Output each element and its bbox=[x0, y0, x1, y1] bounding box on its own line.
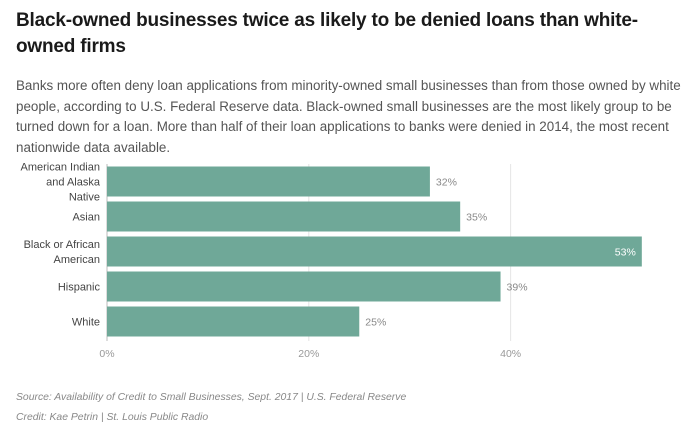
value-label: 39% bbox=[507, 282, 528, 294]
bar-layer bbox=[107, 166, 642, 337]
chart-subtitle: Banks more often deny loan applications … bbox=[16, 78, 681, 155]
category-label: Asian bbox=[72, 212, 100, 224]
tick-layer: 0% 20% 40% bbox=[99, 348, 521, 360]
source-note: Source: Availability of Credit to Small … bbox=[16, 392, 407, 403]
chart-title: Black-owned businesses twice as likely t… bbox=[16, 10, 638, 57]
bar bbox=[107, 306, 360, 337]
x-tick-label: 40% bbox=[500, 348, 521, 360]
bar bbox=[107, 236, 642, 267]
value-label: 32% bbox=[436, 177, 457, 189]
category-label: and Alaska bbox=[46, 177, 101, 189]
category-label: White bbox=[72, 317, 100, 329]
value-label: 53% bbox=[615, 247, 636, 259]
category-label: Black or African bbox=[24, 239, 100, 251]
credit-note: Credit: Kae Petrin | St. Louis Public Ra… bbox=[16, 412, 209, 423]
bar bbox=[107, 271, 501, 302]
x-tick-label: 0% bbox=[99, 348, 114, 360]
x-tick-label: 20% bbox=[298, 348, 319, 360]
value-label: 35% bbox=[466, 212, 487, 224]
label-layer: American Indian and Alaska Native 32% Asian 3… bbox=[21, 162, 636, 329]
category-label: Native bbox=[69, 192, 100, 204]
bar bbox=[107, 201, 461, 232]
value-label: 25% bbox=[365, 317, 386, 329]
bar bbox=[107, 166, 430, 197]
category-label: American bbox=[54, 254, 100, 266]
category-label: American Indian bbox=[21, 162, 101, 174]
category-label: Hispanic bbox=[58, 282, 101, 294]
bar-chart: American Indian and Alaska Native 32% Asian 3… bbox=[21, 162, 642, 360]
